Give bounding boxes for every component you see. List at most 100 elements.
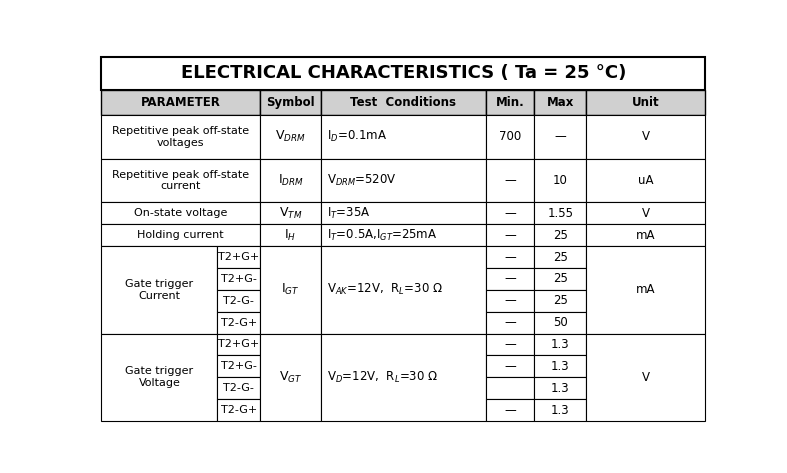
Text: T2+G+: T2+G+ [218, 340, 259, 350]
Text: Repetitive peak off-state
current: Repetitive peak off-state current [113, 170, 249, 192]
Text: V$_{TM}$: V$_{TM}$ [279, 206, 302, 221]
Bar [102, 57, 705, 89]
Text: Min.: Min. [496, 96, 524, 109]
Bar [260, 202, 321, 224]
Text: 1.3: 1.3 [551, 360, 570, 373]
Bar [486, 202, 534, 224]
Bar [102, 224, 260, 246]
Bar [321, 89, 486, 115]
Text: —: — [504, 316, 516, 329]
Text: T2-G+: T2-G+ [220, 318, 257, 328]
Text: V$_{GT}$: V$_{GT}$ [279, 370, 302, 385]
Text: uA: uA [638, 174, 653, 187]
Text: T2-G-: T2-G- [224, 383, 254, 393]
Bar [217, 312, 260, 333]
Bar [486, 312, 534, 333]
Text: I$_{DRM}$: I$_{DRM}$ [278, 173, 304, 188]
Text: Unit: Unit [632, 96, 660, 109]
Bar [217, 399, 260, 421]
Text: T2-G+: T2-G+ [220, 405, 257, 415]
Bar [534, 399, 586, 421]
Text: —: — [504, 229, 516, 242]
Text: I$_{H}$: I$_{H}$ [284, 228, 297, 243]
Text: 1.3: 1.3 [551, 382, 570, 394]
Bar [534, 355, 586, 377]
Bar [534, 333, 586, 355]
Text: V: V [641, 131, 650, 143]
Text: 1.55: 1.55 [548, 207, 574, 220]
Text: I$_{D}$=0.1mA: I$_{D}$=0.1mA [327, 129, 387, 144]
Text: —: — [504, 174, 516, 187]
Text: V: V [641, 207, 650, 220]
Bar [534, 377, 586, 399]
Text: Max: Max [547, 96, 574, 109]
Bar [102, 246, 217, 333]
Text: V: V [641, 371, 650, 384]
Bar [217, 246, 260, 268]
Bar [534, 202, 586, 224]
Text: T2+G-: T2+G- [220, 274, 257, 284]
Bar [534, 115, 586, 159]
Text: 50: 50 [553, 316, 567, 329]
Bar [586, 89, 705, 115]
Bar [486, 224, 534, 246]
Bar [486, 159, 534, 202]
Bar [486, 290, 534, 312]
Bar [260, 224, 321, 246]
Text: —: — [504, 207, 516, 220]
Bar [586, 333, 705, 421]
Text: PARAMETER: PARAMETER [141, 96, 220, 109]
Text: —: — [504, 338, 516, 351]
Bar [486, 333, 534, 355]
Bar [260, 246, 321, 333]
Text: Gate trigger
Voltage: Gate trigger Voltage [125, 367, 194, 388]
Bar [260, 115, 321, 159]
Text: 1.3: 1.3 [551, 338, 570, 351]
Text: T2+G+: T2+G+ [218, 252, 259, 262]
Text: On-state voltage: On-state voltage [134, 209, 227, 219]
Text: T2-G-: T2-G- [224, 296, 254, 306]
Bar [534, 224, 586, 246]
Text: —: — [555, 131, 567, 143]
Text: 25: 25 [553, 229, 568, 242]
Bar [486, 377, 534, 399]
Bar [321, 202, 486, 224]
Text: ELECTRICAL CHARACTERISTICS ( Ta = 25 °C): ELECTRICAL CHARACTERISTICS ( Ta = 25 °C) [181, 64, 626, 82]
Bar [534, 246, 586, 268]
Bar [321, 333, 486, 421]
Bar [486, 355, 534, 377]
Bar [586, 224, 705, 246]
Bar [534, 312, 586, 333]
Bar [486, 246, 534, 268]
Bar [321, 246, 486, 333]
Text: V$_{AK}$=12V,  R$_{L}$=30 Ω: V$_{AK}$=12V, R$_{L}$=30 Ω [327, 282, 443, 298]
Text: I$_{T}$=35A: I$_{T}$=35A [327, 206, 371, 221]
Bar [534, 290, 586, 312]
Bar [486, 115, 534, 159]
Text: V$_{DRM}$: V$_{DRM}$ [275, 129, 306, 144]
Text: Gate trigger
Current: Gate trigger Current [125, 279, 194, 301]
Text: 25: 25 [553, 251, 568, 263]
Bar [102, 115, 260, 159]
Bar [321, 159, 486, 202]
Bar [217, 333, 260, 355]
Bar [102, 89, 260, 115]
Bar [260, 333, 321, 421]
Bar [486, 89, 534, 115]
Text: Symbol: Symbol [266, 96, 315, 109]
Bar [102, 333, 217, 421]
Text: Holding current: Holding current [138, 230, 224, 240]
Text: 10: 10 [553, 174, 568, 187]
Bar [486, 268, 534, 290]
Bar [321, 115, 486, 159]
Text: mA: mA [636, 283, 656, 297]
Bar [586, 159, 705, 202]
Bar [102, 202, 260, 224]
Bar [586, 115, 705, 159]
Text: I$_{T}$=0.5A,I$_{GT}$=25mA: I$_{T}$=0.5A,I$_{GT}$=25mA [327, 228, 438, 243]
Bar [217, 377, 260, 399]
Text: —: — [504, 403, 516, 417]
Bar [217, 268, 260, 290]
Bar [260, 159, 321, 202]
Bar [586, 202, 705, 224]
